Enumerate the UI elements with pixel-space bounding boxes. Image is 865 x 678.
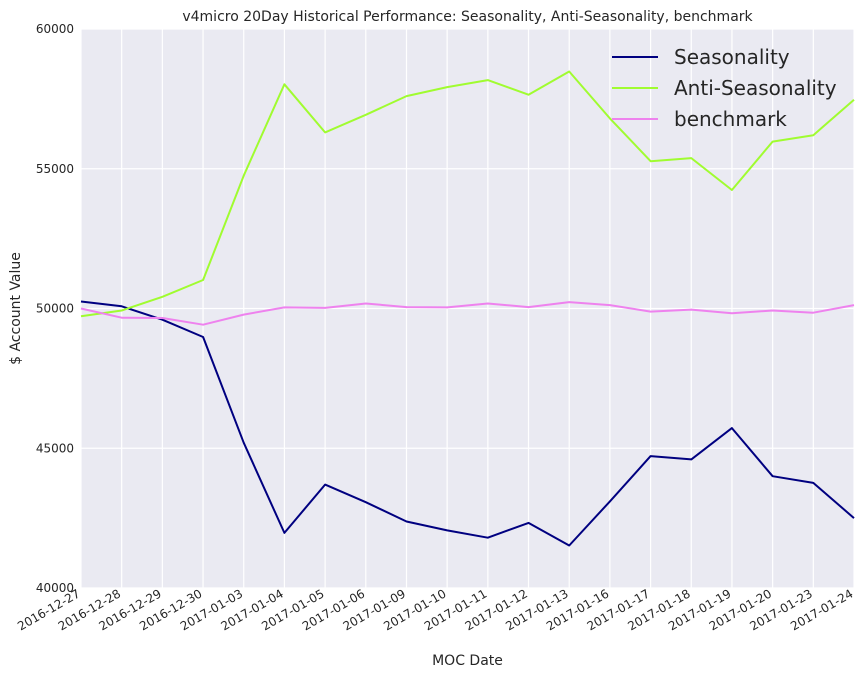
series-lines xyxy=(80,70,855,547)
grid-lines xyxy=(80,28,855,589)
legend-label-2: benchmark xyxy=(674,107,787,131)
y-tick-label: 40000 xyxy=(36,581,74,595)
series-line-1 xyxy=(80,70,855,318)
x-axis-ticks: 2016-12-272016-12-282016-12-292016-12-30… xyxy=(15,586,855,633)
x-axis-label: MOC Date xyxy=(432,653,503,669)
legend-label-0: Seasonality xyxy=(674,45,790,69)
y-tick-label: 55000 xyxy=(36,162,74,176)
legend: Seasonality Anti-Seasonality benchmark xyxy=(612,45,837,131)
series-line-2 xyxy=(80,301,855,326)
y-tick-label: 45000 xyxy=(36,441,74,455)
y-tick-label: 50000 xyxy=(36,302,74,316)
chart-title: v4micro 20Day Historical Performance: Se… xyxy=(182,9,753,25)
series-line-0 xyxy=(80,300,855,547)
y-axis-ticks: 40000 45000 50000 55000 60000 xyxy=(36,22,74,595)
y-tick-label: 60000 xyxy=(36,22,74,36)
legend-label-1: Anti-Seasonality xyxy=(674,76,837,100)
y-axis-label: $ Account Value xyxy=(8,252,24,365)
